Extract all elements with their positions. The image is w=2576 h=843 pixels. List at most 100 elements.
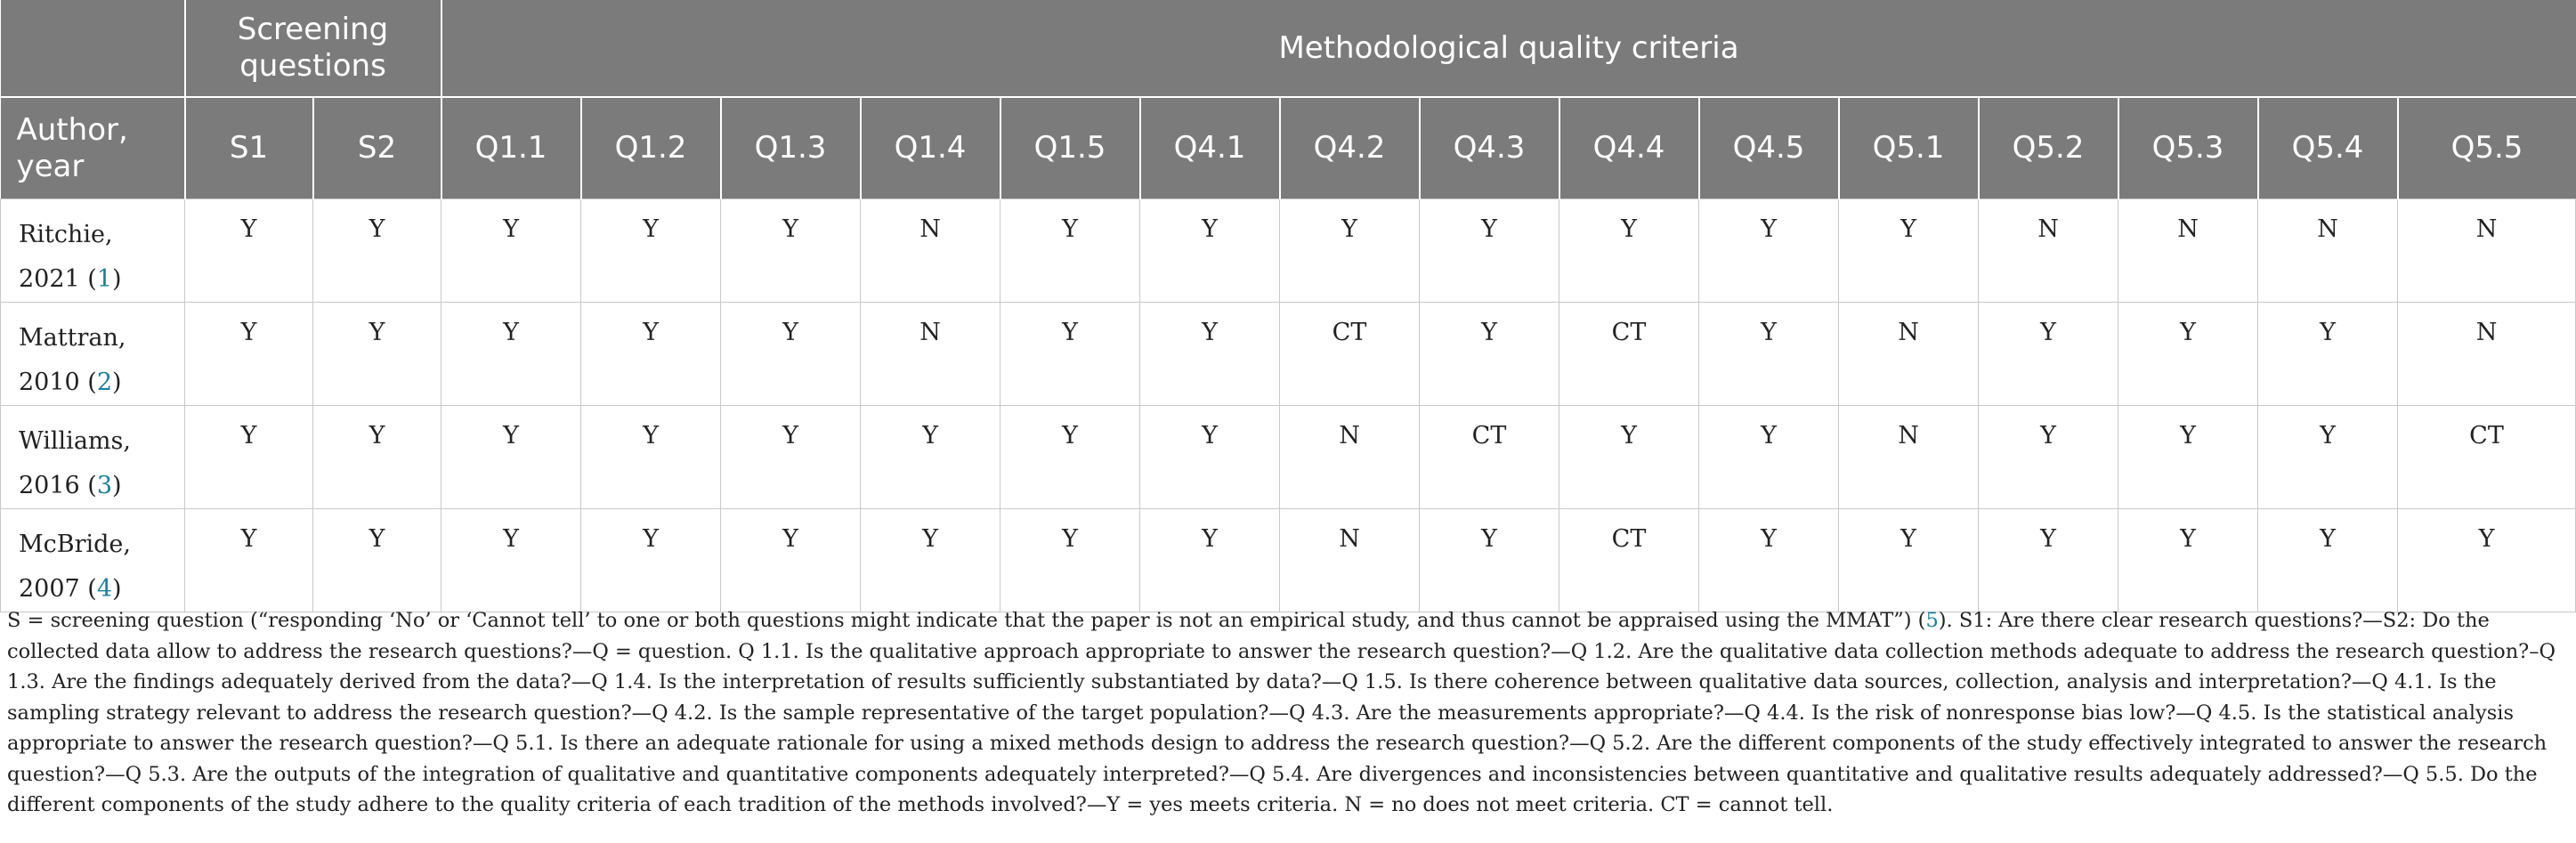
value-cell: CT [2397,405,2576,509]
value-cell: N [2118,199,2259,303]
value-cell: Y [1978,302,2119,406]
value-cell: Y [580,199,722,303]
header-group-row: Screening questions Methodological quali… [0,0,2576,97]
value-cell: Y [860,405,1001,509]
column-header: Q1.1 [440,96,581,199]
value-cell: Y [1838,508,1980,612]
value-cell: Y [1000,302,1141,406]
value-cell: Y [2257,508,2399,612]
value-cell: Y [441,302,582,406]
reference-link[interactable]: 5 [1925,609,1939,632]
value-cell: Y [312,405,442,509]
value-cell: Y [580,508,722,612]
value-cell: Y [1419,199,1560,303]
value-cell: Y [1698,302,1840,406]
value-cell: Y [2118,302,2259,406]
value-cell: CT [1559,508,1700,612]
value-cell: N [1279,508,1421,612]
value-cell: N [860,199,1001,303]
value-cell: Y [720,199,862,303]
quality-criteria-table: Screening questions Methodological quali… [0,0,2576,612]
column-header: Q4.1 [1138,96,1280,199]
value-cell: CT [1279,302,1421,406]
table-row: Mattran, 2010 (2) Y Y Y Y Y N Y Y CT Y C… [0,302,2576,406]
value-cell: Y [1698,199,1840,303]
value-cell: Y [1000,508,1141,612]
column-header: Q1.2 [579,96,721,199]
value-cell: Y [580,405,722,509]
value-cell: N [1279,405,1421,509]
column-header: Q5.2 [1977,96,2118,199]
table-footnote: S = screening question (“responding ‘No’… [7,605,2562,821]
value-cell: Y [1838,199,1980,303]
value-cell: Y [1978,508,2119,612]
value-cell: Y [720,508,862,612]
author-cell: Mattran, 2010 (2) [0,302,185,406]
value-cell: Y [1139,405,1281,509]
value-cell: Y [1000,199,1141,303]
header-column-row: Author, year S1 S2 Q1.1 Q1.2 Q1.3 Q1.4 Q… [0,96,2576,199]
value-cell: Y [1139,508,1281,612]
value-cell: Y [2118,508,2259,612]
value-cell: Y [1559,199,1700,303]
author-cell: McBride, 2007 (4) [0,508,185,612]
reference-link[interactable]: 1 [96,265,113,293]
value-cell: Y [2257,302,2399,406]
table-row: Williams, 2016 (3) Y Y Y Y Y Y Y Y N CT … [0,405,2576,509]
header-screening-questions: Screening questions [183,0,441,97]
column-header: Q1.5 [999,96,1140,199]
column-header: Q4.4 [1558,96,1699,199]
value-cell: Y [1139,199,1281,303]
value-cell: Y [184,199,313,303]
author-name: Williams, 2016 [19,427,131,499]
column-header: S2 [312,96,441,199]
column-header: Q5.5 [2396,96,2576,199]
value-cell: Y [1419,302,1560,406]
value-cell: N [1838,405,1980,509]
value-cell: Y [1559,405,1700,509]
value-cell: Y [312,199,442,303]
value-cell: N [1978,199,2119,303]
author-cell: Williams, 2016 (3) [0,405,185,509]
value-cell: Y [1139,302,1281,406]
value-cell: Y [441,508,582,612]
table-row: Ritchie, 2021 (1) Y Y Y Y Y N Y Y Y Y Y … [0,199,2576,303]
value-cell: Y [860,508,1001,612]
reference-link[interactable]: 2 [96,369,113,396]
value-cell: N [2257,199,2399,303]
value-cell: Y [441,199,582,303]
value-cell: Y [1978,405,2119,509]
column-header: Q1.3 [719,96,861,199]
value-cell: Y [720,405,862,509]
value-cell: N [1838,302,1980,406]
author-name: Mattran, 2010 [19,324,126,396]
table-row: McBride, 2007 (4) Y Y Y Y Y Y Y Y N Y CT… [0,508,2576,612]
value-cell: N [2397,302,2576,406]
value-cell: Y [2397,508,2576,612]
value-cell: Y [184,405,313,509]
column-header: Q5.4 [2256,96,2398,199]
value-cell: Y [184,508,313,612]
column-header: Q4.3 [1418,96,1559,199]
footnote-text-2: ). S1: Are there clear research question… [7,609,2556,816]
value-cell: Y [580,302,722,406]
value-cell: Y [184,302,313,406]
value-cell: Y [1279,199,1421,303]
column-header: Q1.4 [859,96,1000,199]
value-cell: Y [312,508,442,612]
column-header: Q5.1 [1837,96,1979,199]
value-cell: CT [1559,302,1700,406]
value-cell: Y [2118,405,2259,509]
column-header: S1 [183,96,313,199]
header-methodological-quality-criteria: Methodological quality criteria [440,0,2576,97]
reference-link[interactable]: 4 [96,575,113,603]
value-cell: Y [1419,508,1560,612]
value-cell: N [860,302,1001,406]
value-cell: Y [312,302,442,406]
author-name: McBride, 2007 [19,531,131,603]
value-cell: Y [720,302,862,406]
value-cell: N [2397,199,2576,303]
reference-link[interactable]: 3 [96,472,113,499]
column-header: Q5.3 [2117,96,2258,199]
author-name: Ritchie, 2021 [19,221,113,293]
